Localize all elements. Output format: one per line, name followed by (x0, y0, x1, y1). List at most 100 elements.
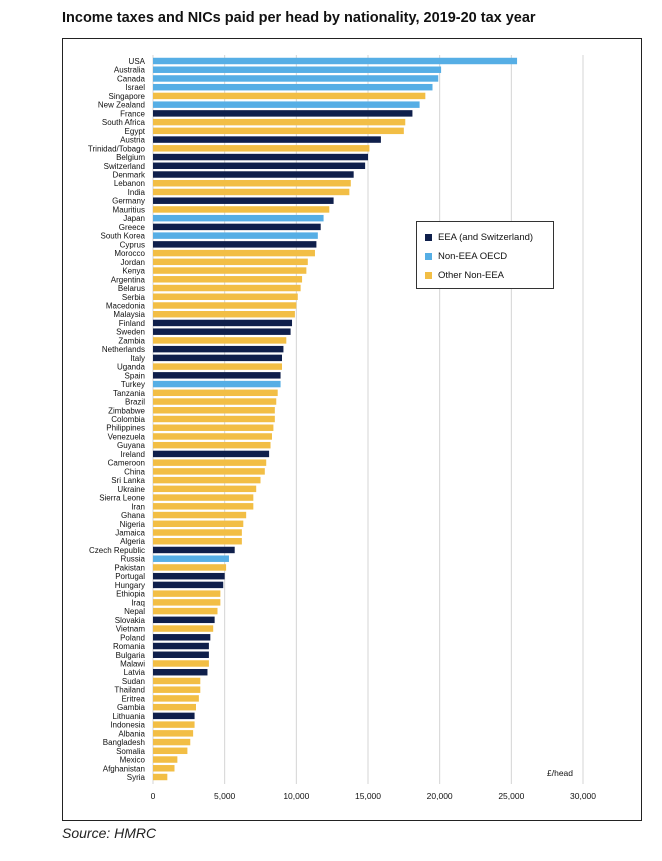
bar (153, 773, 168, 781)
category-label: Pakistan (114, 563, 145, 572)
bar (153, 555, 229, 562)
bar (153, 712, 195, 720)
bar (153, 276, 303, 283)
bar (153, 188, 350, 196)
category-label: Jordan (121, 258, 145, 267)
category-label: Serbia (122, 293, 146, 302)
category-label: Iran (131, 502, 145, 511)
category-label: Belarus (118, 284, 145, 293)
category-label: Afghanistan (103, 764, 145, 773)
bar (153, 686, 201, 693)
bar (153, 110, 413, 117)
bar (153, 258, 308, 266)
x-tick-label: 30,000 (570, 791, 596, 801)
category-label: Ireland (121, 450, 145, 459)
bar (153, 546, 235, 554)
chart-title: Income taxes and NICs paid per head by n… (62, 10, 536, 26)
category-label: Latvia (124, 668, 146, 677)
category-label: Turkey (121, 380, 145, 389)
category-label: Singapore (109, 92, 146, 101)
category-label: Portugal (115, 572, 145, 581)
category-label: India (128, 188, 146, 197)
category-label: Eritrea (121, 694, 145, 703)
x-tick-label: 0 (151, 791, 156, 801)
category-label: Lithuania (113, 712, 146, 721)
category-label: France (120, 109, 145, 118)
bar (153, 616, 215, 624)
bar (153, 83, 433, 91)
legend-swatch-other-non-eea (425, 272, 432, 279)
category-label: Ethiopia (116, 590, 145, 599)
bar (153, 572, 225, 580)
category-label: Italy (130, 354, 145, 363)
bar (153, 241, 317, 248)
category-label: Denmark (113, 171, 146, 180)
category-label: Indonesia (110, 721, 145, 730)
bar (153, 249, 315, 257)
bar (153, 328, 291, 335)
bar (153, 485, 257, 493)
bar (153, 75, 439, 82)
bar (153, 433, 272, 440)
category-label: Jamaica (115, 529, 145, 538)
bar (153, 703, 196, 711)
category-label: Lebanon (114, 179, 145, 188)
bar (153, 389, 278, 397)
category-label: Malawi (120, 659, 145, 668)
bar (153, 424, 274, 431)
category-label: Zambia (118, 336, 145, 345)
bar (153, 459, 267, 466)
bar (153, 468, 265, 475)
bar (153, 345, 284, 353)
category-label: Japan (123, 214, 145, 223)
category-label: Guyana (117, 441, 146, 450)
bar (153, 145, 370, 152)
bar (153, 319, 293, 327)
legend-label-other-non-eea: Other Non-EEA (438, 270, 504, 281)
source-note: Source: HMRC (62, 825, 157, 841)
category-label: Albania (118, 729, 145, 738)
bar (153, 337, 287, 344)
legend-item-other-non-eea: Other Non-EEA (425, 266, 545, 285)
category-label: Germany (112, 197, 145, 206)
bar (153, 765, 175, 772)
bar (153, 232, 318, 239)
bar (153, 607, 218, 615)
category-label: Venezuela (108, 432, 146, 441)
bar (153, 511, 247, 519)
bar (153, 223, 321, 231)
bar (153, 214, 324, 222)
bar (153, 57, 518, 65)
bar (153, 634, 211, 641)
category-label: Romania (113, 642, 146, 651)
legend-item-non-eea-oecd: Non-EEA OECD (425, 247, 545, 266)
category-label: South Korea (101, 232, 146, 241)
bar (153, 529, 242, 536)
bar (153, 398, 277, 405)
bar (153, 503, 254, 510)
bar (153, 136, 381, 143)
category-label: Austria (120, 136, 145, 145)
legend-swatch-non-eea-oecd (425, 253, 432, 260)
x-tick-label: 20,000 (427, 791, 453, 801)
legend-item-eea: EEA (and Switzerland) (425, 228, 545, 247)
bar (153, 590, 221, 597)
bar (153, 730, 194, 737)
x-axis-label: £/head (547, 768, 573, 778)
bar (153, 101, 420, 108)
category-label: Ghana (121, 511, 146, 520)
x-tick-label: 5,000 (214, 791, 236, 801)
bar (153, 267, 307, 274)
category-label: Russia (121, 555, 146, 564)
x-tick-label: 25,000 (498, 791, 524, 801)
category-label: Poland (120, 633, 145, 642)
category-label: Argentina (111, 275, 146, 284)
category-label: Kenya (122, 267, 145, 276)
bar (153, 625, 214, 632)
bar (153, 284, 301, 292)
category-label: Colombia (111, 415, 145, 424)
bar (153, 520, 244, 528)
category-label: Canada (117, 74, 146, 83)
category-label: Mauritius (113, 205, 145, 214)
